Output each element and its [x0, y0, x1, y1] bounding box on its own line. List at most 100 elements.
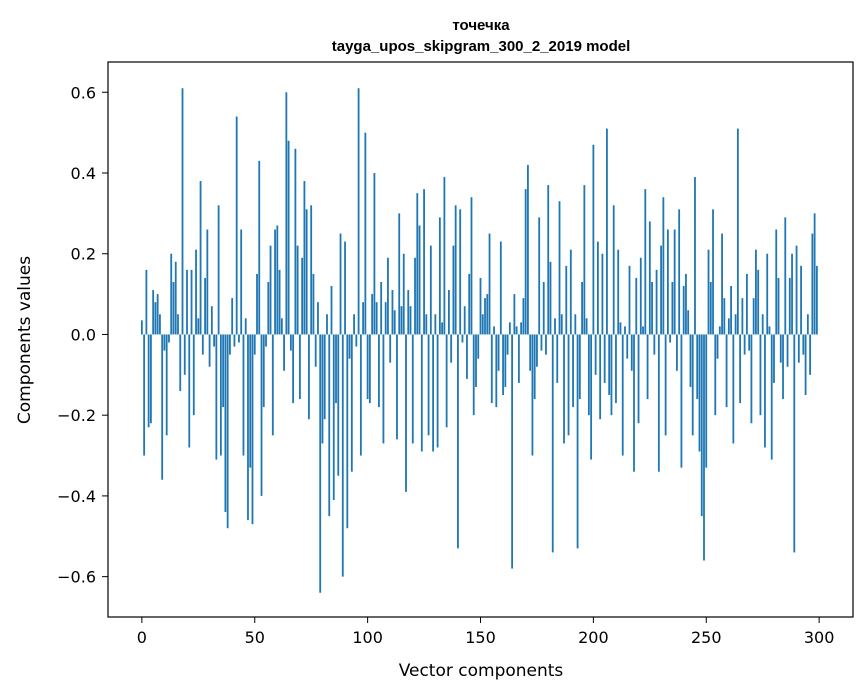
- bar-245: [694, 177, 696, 335]
- bar-14: [172, 281, 175, 335]
- bar-83: [328, 334, 331, 517]
- bar-36: [222, 334, 225, 408]
- bar-147: [472, 334, 475, 416]
- bar-157: [495, 334, 498, 408]
- bar-29: [206, 229, 209, 335]
- bar-91: [346, 334, 349, 529]
- x-tick-label: 50: [245, 628, 265, 647]
- bar-142: [461, 334, 464, 343]
- bar-175: [536, 334, 538, 367]
- bar-216: [628, 265, 631, 335]
- bar-120: [411, 334, 414, 444]
- bar-156: [493, 326, 495, 335]
- bar-222: [642, 326, 644, 335]
- bar-279: [770, 334, 773, 460]
- bar-149: [477, 334, 480, 359]
- bar-131: [436, 334, 439, 448]
- bar-82: [326, 314, 328, 335]
- bar-291: [797, 334, 800, 363]
- bar-273: [757, 269, 760, 335]
- bar-139: [454, 205, 457, 335]
- bar-90: [344, 241, 346, 335]
- bar-28: [204, 277, 206, 335]
- bar-240: [682, 286, 685, 335]
- bar-94: [353, 314, 355, 335]
- bar-257: [721, 233, 723, 335]
- bar-246: [696, 334, 699, 400]
- bar-59: [274, 229, 276, 335]
- bar-192: [574, 314, 577, 335]
- bar-130: [434, 314, 437, 335]
- bar-197: [585, 318, 588, 335]
- bar-171: [527, 164, 529, 335]
- chart-subtitle: tayga_upos_skipgram_300_2_2019 model: [332, 38, 631, 55]
- bar-172: [529, 334, 532, 371]
- bar-165: [513, 294, 516, 335]
- bar-15: [174, 261, 177, 335]
- bar-123: [418, 225, 421, 335]
- plot-frame: [107, 61, 854, 618]
- bar-106: [380, 281, 383, 335]
- bar-219: [635, 277, 638, 335]
- bar-201: [594, 334, 597, 375]
- bar-236: [673, 229, 676, 335]
- bar-53: [260, 334, 263, 496]
- bar-71: [301, 257, 304, 335]
- bar-41: [233, 334, 236, 347]
- bar-286: [786, 334, 789, 367]
- bar-195: [581, 281, 583, 335]
- bar-269: [748, 334, 751, 351]
- bar-45: [242, 334, 245, 456]
- bar-58: [271, 334, 274, 436]
- bar-56: [267, 281, 270, 335]
- bar-115: [400, 306, 403, 335]
- bar-145: [468, 273, 471, 335]
- bar-274: [759, 334, 762, 416]
- bar-72: [303, 181, 306, 335]
- x-axis-label: Vector components: [399, 661, 564, 681]
- bar-229: [657, 334, 660, 472]
- bar-256: [718, 326, 721, 335]
- bar-60: [276, 225, 279, 335]
- bar-221: [639, 257, 642, 335]
- bar-11: [165, 334, 168, 436]
- bar-185: [558, 201, 561, 335]
- bar-138: [452, 245, 455, 335]
- y-tick-label: −0.6: [57, 568, 96, 587]
- bar-67: [292, 334, 295, 404]
- bar-258: [723, 298, 726, 335]
- bar-179: [545, 334, 547, 355]
- bar-158: [497, 334, 500, 371]
- bar-231: [662, 197, 665, 335]
- bar-16: [177, 314, 179, 335]
- bar-194: [578, 334, 581, 400]
- bar-63: [283, 334, 285, 371]
- bar-164: [511, 334, 514, 569]
- bar-101: [368, 334, 371, 404]
- bar-298: [813, 213, 816, 335]
- bar-210: [615, 334, 617, 404]
- bar-65: [287, 140, 290, 335]
- bar-42: [235, 116, 238, 335]
- y-axis-label: Components values: [15, 256, 35, 424]
- bar-140: [457, 334, 459, 549]
- bar-136: [447, 290, 450, 335]
- y-tick-label: 0.6: [71, 83, 96, 102]
- bar-26: [199, 181, 202, 335]
- bar-203: [599, 334, 602, 420]
- y-tick-label: −0.4: [57, 487, 96, 506]
- bar-190: [569, 249, 572, 335]
- bar-43: [238, 334, 240, 343]
- bar-132: [438, 217, 441, 335]
- bar-1: [143, 334, 146, 456]
- bar-220: [637, 334, 640, 424]
- x-tick-label: 150: [465, 628, 496, 647]
- bar-40: [231, 298, 234, 335]
- bar-209: [612, 205, 615, 335]
- bar-205: [603, 334, 606, 383]
- bar-38: [226, 334, 229, 529]
- bar-186: [560, 314, 563, 335]
- bar-275: [761, 314, 764, 335]
- bar-182: [551, 334, 554, 553]
- bar-233: [666, 229, 669, 335]
